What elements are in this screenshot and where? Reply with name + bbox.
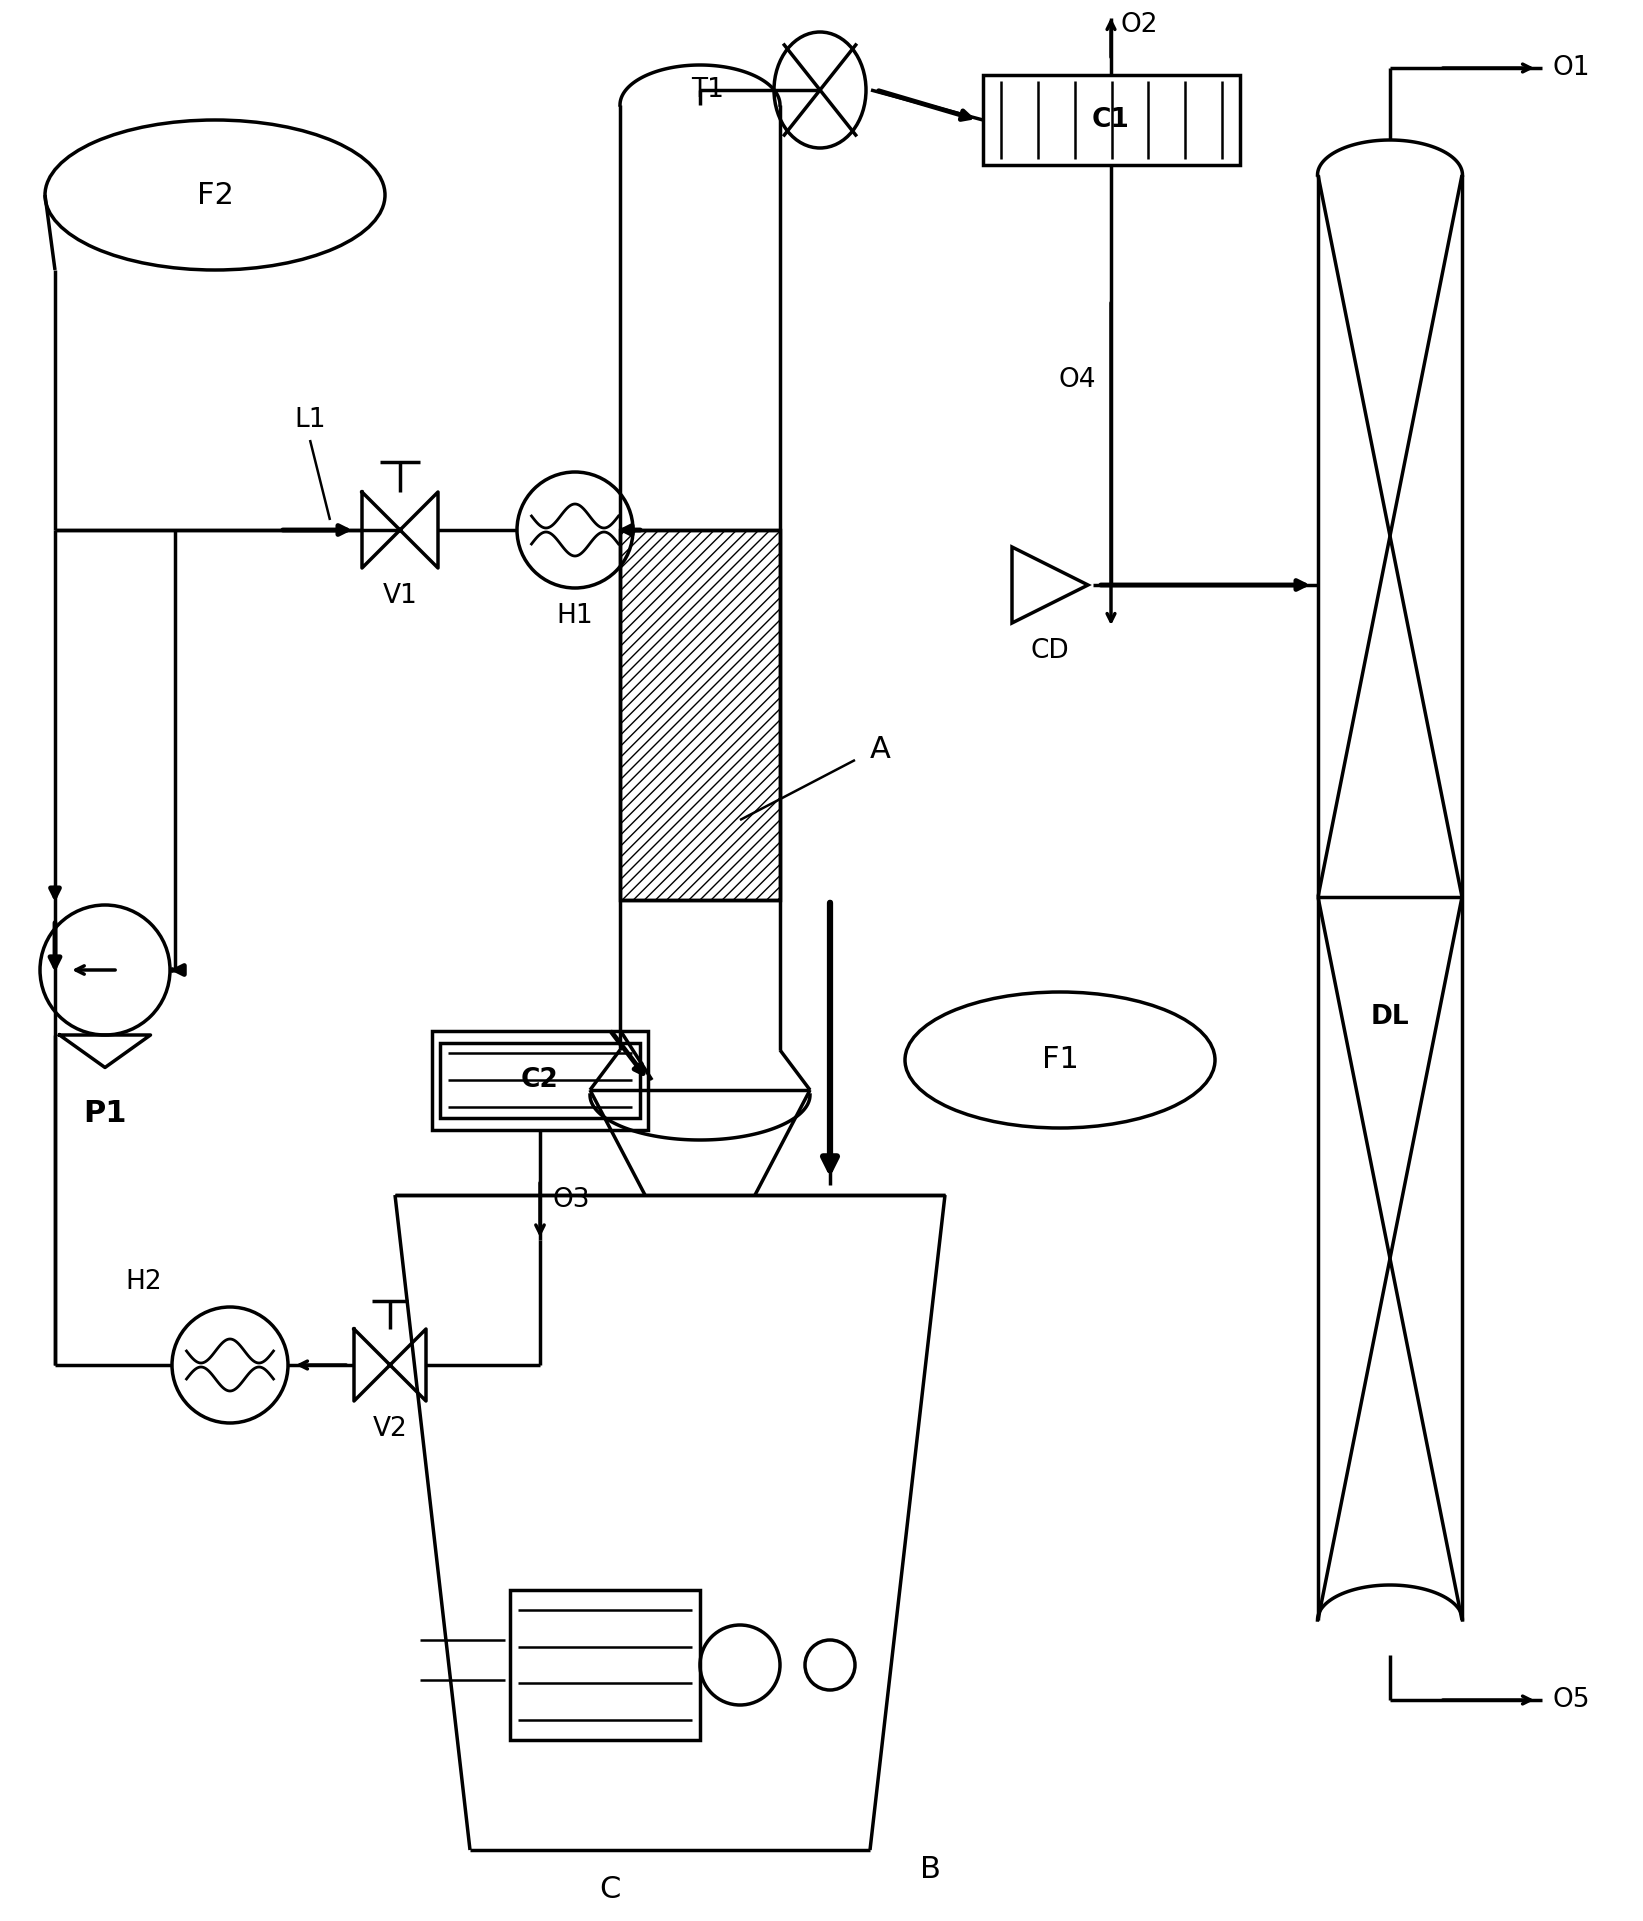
Text: C1: C1 bbox=[1093, 108, 1130, 133]
Bar bbox=[983, 75, 1240, 165]
Text: CD: CD bbox=[1030, 638, 1070, 665]
Text: F2: F2 bbox=[197, 181, 233, 209]
Text: P1: P1 bbox=[84, 1099, 127, 1128]
Text: T1: T1 bbox=[692, 77, 725, 104]
Text: DL: DL bbox=[1370, 1005, 1410, 1030]
Text: O3: O3 bbox=[552, 1187, 590, 1212]
Bar bbox=[509, 1591, 700, 1740]
Text: F1: F1 bbox=[1042, 1045, 1078, 1074]
Text: O1: O1 bbox=[1553, 56, 1589, 81]
Polygon shape bbox=[619, 530, 780, 901]
Text: H2: H2 bbox=[125, 1270, 163, 1295]
Text: L1: L1 bbox=[294, 407, 325, 432]
Text: C: C bbox=[600, 1875, 621, 1904]
Text: O2: O2 bbox=[1121, 12, 1158, 38]
Text: O4: O4 bbox=[1058, 367, 1096, 394]
Text: V2: V2 bbox=[373, 1416, 407, 1443]
Text: H1: H1 bbox=[557, 603, 593, 628]
Bar bbox=[432, 1032, 647, 1130]
Text: O5: O5 bbox=[1553, 1687, 1589, 1714]
Text: V1: V1 bbox=[383, 582, 417, 609]
Text: A: A bbox=[871, 736, 891, 765]
Polygon shape bbox=[1012, 547, 1088, 622]
Bar bbox=[440, 1043, 641, 1118]
Text: C2: C2 bbox=[521, 1066, 559, 1093]
Text: B: B bbox=[920, 1856, 941, 1885]
